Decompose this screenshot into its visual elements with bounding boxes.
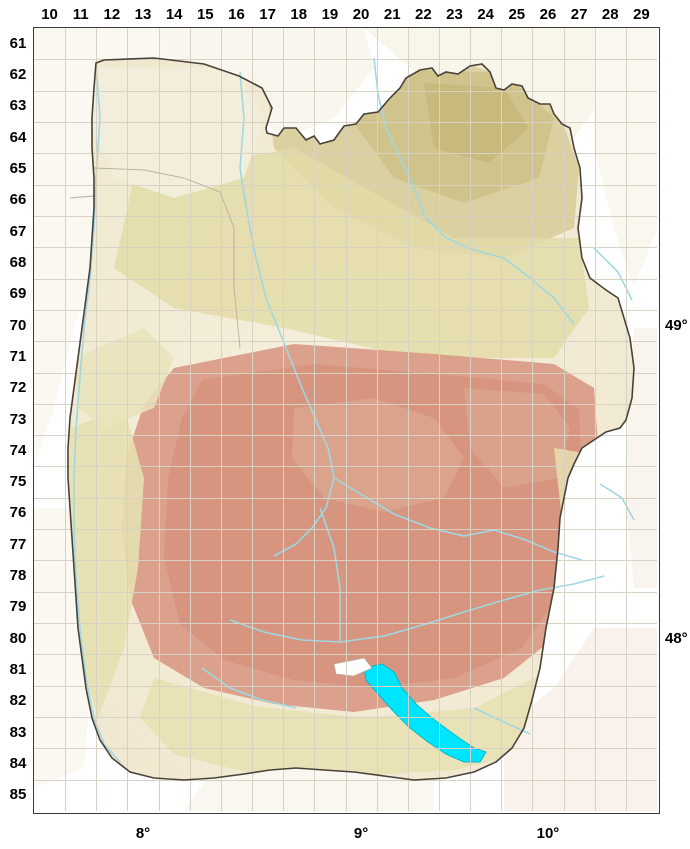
left-axis-tick-85: 85 (9, 786, 27, 804)
top-axis-tick-17: 17 (259, 6, 276, 23)
top-axis-tick-12: 12 (103, 6, 121, 23)
left-axis-tick-62: 62 (9, 65, 27, 83)
grid-line-horizontal (34, 435, 657, 436)
grid-line-horizontal (34, 122, 657, 123)
grid-line-horizontal (34, 748, 657, 749)
left-axis-tick-83: 83 (9, 723, 27, 741)
grid-line-horizontal (34, 404, 657, 405)
grid-line-horizontal (34, 216, 657, 217)
bodensee-lake (333, 657, 487, 763)
grid-line-horizontal (34, 654, 657, 655)
top-axis-tick-26: 26 (539, 6, 557, 23)
graticule-layer (34, 28, 657, 811)
top-axis-tick-18: 18 (290, 6, 308, 23)
left-axis-tick-84: 84 (9, 755, 27, 773)
right-axis-degree-label: 48° (665, 629, 688, 647)
grid-line-horizontal (34, 91, 657, 92)
top-axis-tick-29: 29 (633, 6, 650, 23)
grid-line-horizontal (34, 623, 657, 624)
top-axis-tick-11: 11 (72, 6, 89, 23)
grid-line-vertical (346, 28, 347, 811)
left-axis-tick-64: 64 (9, 128, 27, 146)
top-axis-tick-22: 22 (415, 6, 432, 23)
borders-layer (67, 57, 635, 781)
grid-line-horizontal (34, 247, 657, 248)
grid-line-vertical (439, 28, 440, 811)
top-axis-tick-24: 24 (477, 6, 495, 23)
right-axis-degree-label: 49° (665, 316, 688, 334)
left-axis-tick-75: 75 (9, 473, 27, 491)
grid-line-horizontal (34, 560, 657, 561)
left-axis-tick-67: 67 (9, 222, 27, 240)
grid-line-vertical (127, 28, 128, 811)
grid-line-horizontal (34, 717, 657, 718)
left-axis-tick-66: 66 (9, 191, 27, 209)
map-plot-area (34, 28, 657, 811)
left-axis-tick-81: 81 (9, 661, 27, 679)
grid-line-vertical (501, 28, 502, 811)
left-axis-tick-73: 73 (9, 410, 27, 428)
grid-line-vertical (190, 28, 191, 811)
left-axis-tick-61: 61 (9, 34, 27, 52)
grid-line-vertical (65, 28, 66, 811)
left-axis-tick-76: 76 (9, 504, 27, 522)
grid-line-vertical (595, 28, 596, 811)
grid-line-vertical (96, 28, 97, 811)
bottom-axis-degree-label: 9° (353, 825, 369, 842)
top-axis-tick-14: 14 (165, 6, 183, 23)
grid-line-horizontal (34, 686, 657, 687)
grid-line-vertical (283, 28, 284, 811)
top-axis-tick-25: 25 (508, 6, 526, 23)
grid-line-vertical (532, 28, 533, 811)
top-axis-tick-27: 27 (570, 6, 588, 23)
grid-line-horizontal (34, 341, 657, 342)
grid-line-horizontal (34, 373, 657, 374)
grid-line-horizontal (34, 498, 657, 499)
top-axis-tick-15: 15 (196, 6, 214, 23)
grid-line-horizontal (34, 185, 657, 186)
grid-line-vertical (470, 28, 471, 811)
grid-line-horizontal (34, 153, 657, 154)
left-axis-tick-69: 69 (9, 285, 27, 303)
top-axis-tick-28: 28 (601, 6, 619, 23)
grid-line-vertical (377, 28, 378, 811)
grid-line-horizontal (34, 59, 657, 60)
left-axis-tick-70: 70 (9, 316, 27, 334)
grid-line-vertical (159, 28, 160, 811)
grid-line-horizontal (34, 529, 657, 530)
grid-line-horizontal (34, 310, 657, 311)
left-axis-tick-65: 65 (9, 159, 27, 177)
top-axis-tick-10: 10 (41, 6, 58, 23)
grid-line-vertical (408, 28, 409, 811)
left-axis-tick-80: 80 (9, 629, 27, 647)
left-axis-tick-77: 77 (9, 535, 27, 553)
left-axis-tick-79: 79 (9, 598, 27, 616)
grid-line-vertical (221, 28, 222, 811)
grid-line-vertical (314, 28, 315, 811)
grid-line-horizontal (34, 466, 657, 467)
grid-line-horizontal (34, 279, 657, 280)
bottom-axis-degree-label: 8° (135, 825, 151, 842)
top-axis-tick-16: 16 (228, 6, 245, 23)
grid-line-vertical (252, 28, 253, 811)
top-axis-tick-20: 20 (352, 6, 370, 23)
top-axis-tick-13: 13 (134, 6, 152, 23)
left-axis-tick-74: 74 (9, 441, 27, 459)
top-axis-tick-21: 21 (383, 6, 401, 23)
left-axis-tick-63: 63 (9, 97, 27, 115)
top-axis-tick-23: 23 (446, 6, 463, 23)
grid-line-horizontal (34, 780, 657, 781)
grid-line-vertical (564, 28, 565, 811)
left-axis-tick-72: 72 (9, 379, 27, 397)
top-axis-tick-19: 19 (321, 6, 339, 23)
grid-line-horizontal (34, 592, 657, 593)
left-axis-tick-78: 78 (9, 567, 27, 585)
left-axis-tick-82: 82 (9, 692, 27, 710)
bottom-axis-degree-label: 10° (536, 825, 560, 842)
left-axis-tick-71: 71 (9, 347, 27, 365)
left-axis-tick-68: 68 (9, 253, 27, 271)
